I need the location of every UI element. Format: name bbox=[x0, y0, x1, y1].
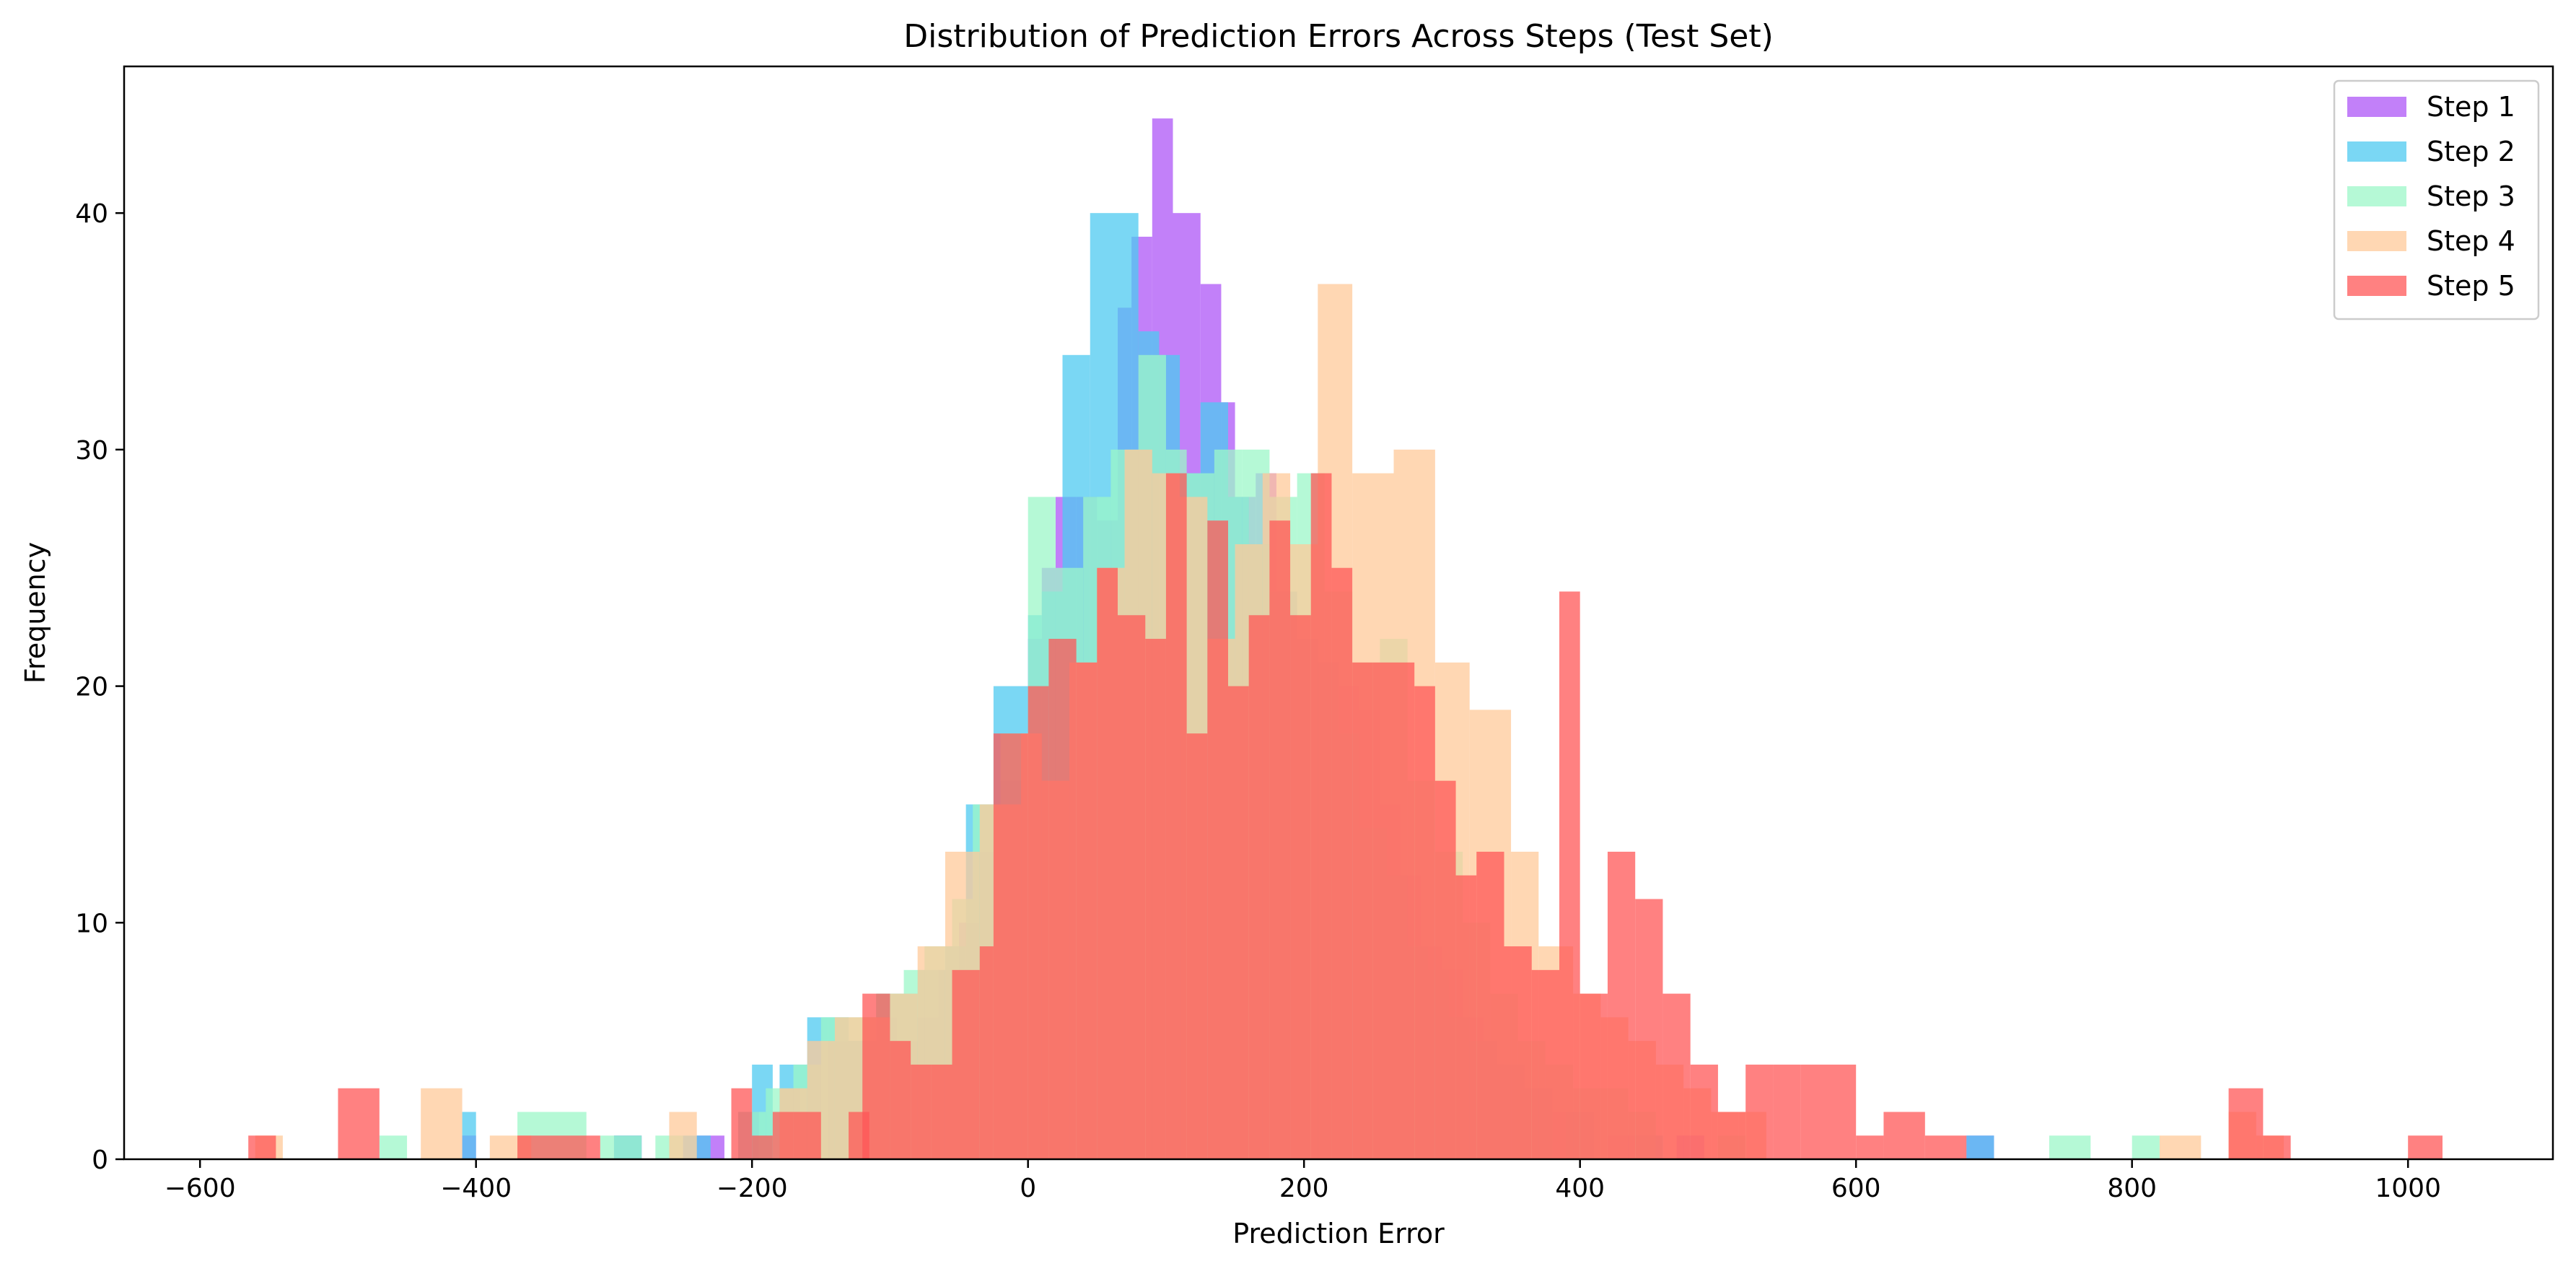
histogram-bar bbox=[2049, 1135, 2091, 1159]
histogram-bar bbox=[1310, 473, 1332, 1159]
legend-swatch bbox=[2347, 276, 2406, 296]
histogram-bar bbox=[1145, 639, 1166, 1159]
histogram-bar bbox=[1924, 1135, 1967, 1159]
legend-swatch bbox=[2347, 97, 2406, 117]
x-tick-label: 400 bbox=[1555, 1174, 1605, 1203]
histogram-bar bbox=[752, 1135, 773, 1159]
histogram-bar bbox=[1186, 733, 1208, 1159]
legend-label: Step 5 bbox=[2427, 270, 2515, 302]
histogram-bar bbox=[1414, 686, 1435, 1159]
y-tick-label: 30 bbox=[75, 436, 108, 466]
histogram-bar bbox=[1165, 473, 1187, 1159]
histogram-bar bbox=[1434, 780, 1456, 1159]
legend-swatch bbox=[2347, 186, 2406, 206]
histogram-bar bbox=[911, 1064, 932, 1159]
legend-box bbox=[2333, 79, 2540, 320]
histogram-bar bbox=[1800, 1064, 1857, 1159]
histogram-bar bbox=[1531, 969, 1559, 1159]
histogram-bar bbox=[2228, 1088, 2264, 1159]
y-tick-label: 20 bbox=[75, 673, 108, 702]
legend-swatch bbox=[2347, 141, 2406, 162]
histogram-bar bbox=[462, 1112, 476, 1159]
y-tick-label: 40 bbox=[75, 199, 108, 229]
histogram-bar bbox=[1331, 567, 1353, 1159]
x-tick-label: −200 bbox=[717, 1174, 788, 1203]
y-axis-label: Frequency bbox=[19, 542, 51, 684]
histogram-bar bbox=[1662, 993, 1691, 1159]
histogram-bar bbox=[600, 1135, 642, 1159]
histogram-bar bbox=[1690, 1064, 1718, 1159]
histogram-bar bbox=[1248, 615, 1270, 1159]
y-tick-label: 0 bbox=[92, 1146, 108, 1175]
histogram-bar bbox=[1476, 851, 1504, 1159]
histogram-bar bbox=[862, 993, 890, 1159]
histogram-bar bbox=[1883, 1112, 1925, 1159]
histogram-bar bbox=[993, 733, 1028, 1159]
histogram-bar bbox=[2132, 1135, 2160, 1159]
histogram-bar bbox=[379, 1135, 408, 1159]
histogram-bar bbox=[1607, 851, 1636, 1159]
chart-title: Distribution of Prediction Errors Across… bbox=[903, 18, 1774, 55]
histogram-bar bbox=[1207, 520, 1228, 1159]
y-axis: 0 10 20 30 40 bbox=[75, 199, 124, 1175]
histogram-bar bbox=[1076, 662, 1098, 1159]
histogram-bar bbox=[1228, 686, 1249, 1159]
histogram-bar bbox=[1372, 662, 1394, 1159]
histogram-bar bbox=[1966, 1135, 1994, 1159]
histogram-bar bbox=[952, 969, 980, 1159]
x-axis: −600 −400 −200 0 200 400 600 800 1000 bbox=[165, 1159, 2441, 1203]
plot-frame bbox=[123, 65, 2554, 1161]
legend-label: Step 3 bbox=[2427, 180, 2515, 212]
histogram-bar bbox=[1352, 662, 1373, 1159]
histogram-bar bbox=[1856, 1135, 1884, 1159]
series-5 bbox=[248, 473, 2443, 1159]
x-tick-label: 1000 bbox=[2375, 1174, 2441, 1203]
legend-label: Step 1 bbox=[2427, 91, 2515, 123]
plot-area bbox=[248, 118, 2443, 1160]
histogram-bar bbox=[1048, 639, 1077, 1159]
histogram-bar bbox=[338, 1088, 380, 1159]
histogram-bar bbox=[731, 1088, 753, 1159]
legend: Step 1 Step 2 Step 3 Step 4 Step 5 bbox=[2333, 79, 2540, 320]
x-tick-label: 800 bbox=[2107, 1174, 2157, 1203]
histogram-bar bbox=[1504, 946, 1532, 1159]
histogram-bar bbox=[2263, 1135, 2291, 1159]
histogram-bar bbox=[1717, 1112, 1746, 1159]
histogram-bar bbox=[1773, 1064, 1801, 1159]
histogram-bar bbox=[1393, 662, 1415, 1159]
histogram-bar bbox=[931, 1064, 952, 1159]
x-tick-label: 200 bbox=[1279, 1174, 1329, 1203]
legend-swatch bbox=[2347, 231, 2406, 251]
histogram-bar bbox=[793, 1112, 821, 1159]
x-tick-label: −400 bbox=[440, 1174, 512, 1203]
histogram-bar bbox=[1097, 567, 1118, 1159]
histogram-bar bbox=[1118, 615, 1146, 1159]
histogram-bar bbox=[979, 946, 994, 1159]
histogram-bar bbox=[772, 1112, 794, 1159]
x-tick-label: 600 bbox=[1831, 1174, 1881, 1203]
histogram-bar bbox=[1028, 686, 1049, 1159]
y-tick-label: 10 bbox=[75, 909, 108, 938]
histogram-bar bbox=[2159, 1135, 2202, 1159]
x-axis-label: Prediction Error bbox=[1232, 1218, 1445, 1249]
histogram-bar bbox=[421, 1088, 463, 1159]
x-tick-label: 0 bbox=[1020, 1174, 1036, 1203]
histogram-bar bbox=[2408, 1135, 2443, 1159]
x-tick-label: −600 bbox=[165, 1174, 236, 1203]
histogram-bar bbox=[1455, 875, 1477, 1159]
histogram-bar bbox=[1559, 591, 1580, 1159]
histogram-bar bbox=[890, 1041, 911, 1159]
histogram-bar bbox=[1290, 615, 1311, 1159]
histogram-bar bbox=[1635, 899, 1663, 1159]
histogram-bar bbox=[669, 1112, 697, 1159]
histogram-bar bbox=[1269, 520, 1291, 1159]
histogram-bar bbox=[1580, 993, 1608, 1159]
histogram-bar bbox=[248, 1135, 276, 1159]
legend-label: Step 2 bbox=[2427, 136, 2515, 167]
legend-label: Step 4 bbox=[2427, 225, 2515, 257]
histogram-bar bbox=[517, 1135, 600, 1159]
histogram-bar bbox=[1745, 1064, 1774, 1159]
